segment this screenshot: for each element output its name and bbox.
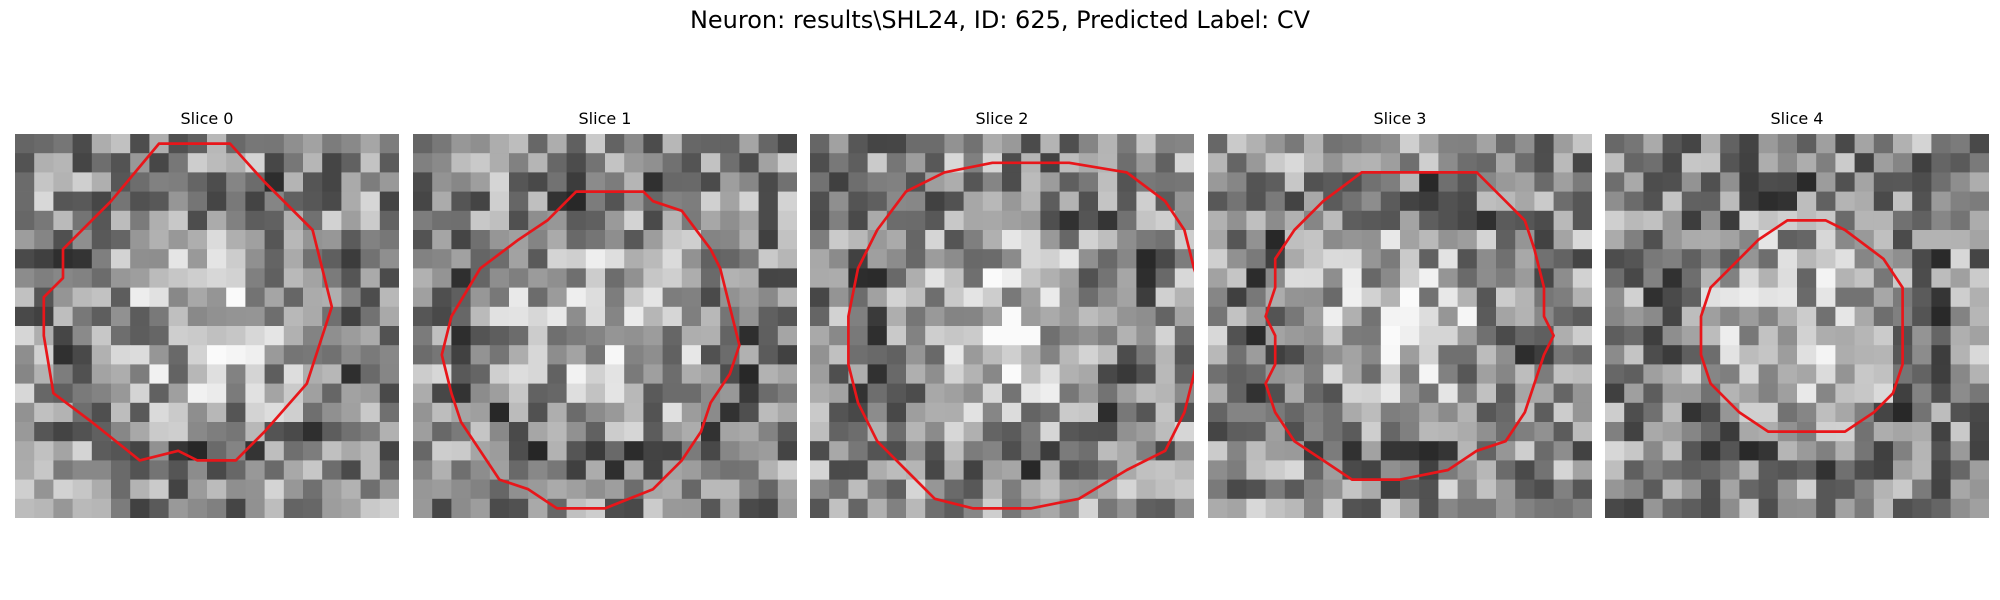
slice-image-1: [413, 134, 797, 518]
slice-title: Slice 1: [578, 109, 632, 128]
slice-title: Slice 2: [975, 109, 1029, 128]
slice-image-4: [1605, 134, 1989, 518]
slice-panel-3: Slice 3: [1208, 108, 1592, 518]
slice-image-0: [15, 134, 399, 518]
slice-panel-0: Slice 0: [15, 108, 399, 518]
slice-panel-2: Slice 2: [810, 108, 1194, 518]
roi-contour: [1699, 219, 1904, 433]
slice-image-3: [1208, 134, 1592, 518]
slice-panel-4: Slice 4: [1605, 108, 1989, 518]
slice-image-2: [810, 134, 1194, 518]
slice-title: Slice 4: [1770, 109, 1824, 128]
slice-title: Slice 3: [1373, 109, 1427, 128]
roi-contour: [847, 161, 1194, 510]
slice-panel-1: Slice 1: [413, 108, 797, 518]
roi-contour: [1264, 171, 1555, 481]
roi-contour: [42, 142, 334, 462]
figure-title: Neuron: results\SHL24, ID: 625, Predicte…: [689, 6, 1311, 34]
roi-contour: [440, 190, 741, 510]
slice-title: Slice 0: [180, 109, 234, 128]
